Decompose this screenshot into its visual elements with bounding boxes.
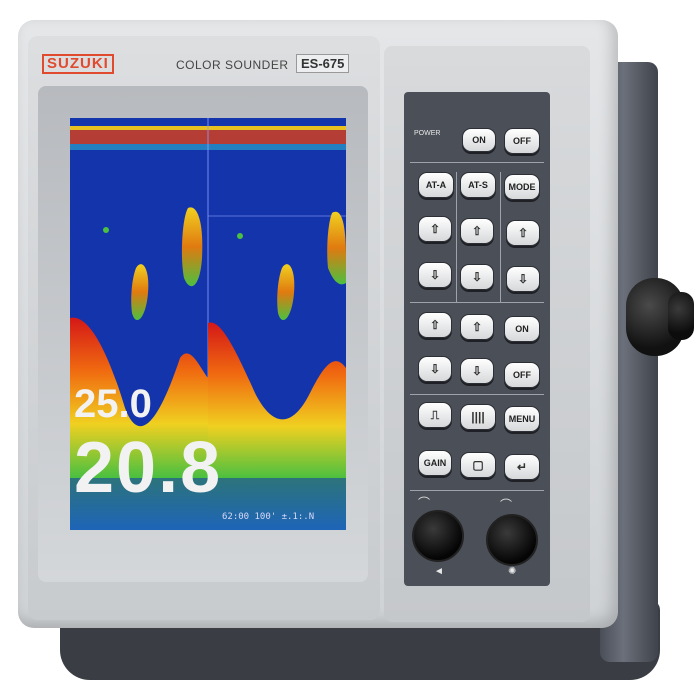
keypad-column-divider [500, 172, 501, 302]
clutter-down-button[interactable]: ⇩ [418, 356, 452, 382]
keypad-divider [410, 302, 544, 303]
up-arrow-icon: ⇧ [471, 224, 483, 238]
power-label: POWER [414, 130, 441, 137]
keypad-divider [410, 394, 544, 395]
step-icon: ⎍ [430, 407, 440, 422]
color-bar-button[interactable]: |||| [460, 404, 496, 430]
brand-logo: SUZUKI [42, 54, 114, 74]
bracket-knob-cap [668, 292, 694, 340]
gain-down-button[interactable]: ⇩ [506, 266, 540, 292]
display-mode-button[interactable]: ⎍ [418, 402, 452, 428]
keypad-column-divider [456, 172, 457, 302]
model-code: ES-675 [296, 54, 350, 73]
down-arrow-icon: ⇩ [517, 272, 529, 286]
range-up-button[interactable]: ⇧ [418, 216, 452, 242]
dial-arc-icon: ⌒ [418, 496, 431, 510]
down-arrow-icon: ⇩ [471, 364, 483, 378]
up-arrow-icon: ⇧ [429, 222, 441, 236]
keypad-divider [410, 162, 544, 163]
left-arrow-icon: ◄ [434, 566, 444, 577]
shift-down-button[interactable]: ⇩ [460, 264, 494, 290]
sonar-screen [70, 118, 346, 530]
model-label: COLOR SOUNDER [176, 58, 289, 72]
bars-icon: |||| [471, 410, 485, 424]
screen-status-line: 62:00 100' ±.1:.N [222, 512, 315, 522]
depth-readout: 20.8 [74, 428, 223, 508]
clutter-up-button[interactable]: ⇧ [418, 312, 452, 338]
menu-button[interactable]: MENU [504, 406, 540, 432]
dial-arc-icon: ⌒ [500, 498, 513, 512]
enter-button[interactable]: ↵ [504, 454, 540, 480]
keypad-divider [410, 490, 544, 491]
seabed-left-shade [70, 478, 208, 530]
speed-up-button[interactable]: ⇧ [460, 314, 494, 340]
enter-icon: ↵ [516, 460, 528, 474]
alarm-on-button[interactable]: ON [504, 316, 540, 342]
zoom-box-button[interactable]: ▢ [460, 452, 496, 478]
depth-range-readout: 25.0 [74, 382, 152, 426]
fish-echo-left [131, 264, 149, 321]
fish-school-right [327, 211, 346, 285]
at-s-button[interactable]: AT-S [460, 172, 496, 198]
shift-up-button[interactable]: ⇧ [460, 218, 494, 244]
plankton-dot [237, 233, 243, 239]
seabed-left [70, 317, 208, 530]
fish-school-left [181, 207, 203, 287]
at-a-button[interactable]: AT-A [418, 172, 454, 198]
up-arrow-icon: ⇧ [429, 318, 441, 332]
range-down-button[interactable]: ⇩ [418, 262, 452, 288]
mode-button[interactable]: MODE [504, 174, 540, 200]
box-icon: ▢ [472, 458, 484, 472]
sonar-echogram [70, 118, 346, 530]
down-arrow-icon: ⇩ [471, 270, 483, 284]
gain-button[interactable]: GAIN [418, 450, 452, 476]
brightness-icon: ✺ [508, 566, 517, 577]
power-on-button[interactable]: ON [462, 128, 496, 152]
bracket-knob [622, 262, 696, 372]
up-arrow-icon: ⇧ [517, 226, 529, 240]
alarm-off-button[interactable]: OFF [504, 362, 540, 388]
keypad-panel: POWER ON OFF AT-A AT-S MODE ⇧ ⇧ ⇧ ⇩ ⇩ ⇩ … [404, 92, 550, 586]
down-arrow-icon: ⇩ [429, 362, 441, 376]
fish-echo-right [277, 264, 295, 321]
volume-dial[interactable] [412, 510, 464, 562]
up-arrow-icon: ⇧ [471, 320, 483, 334]
power-off-button[interactable]: OFF [504, 128, 540, 154]
plankton-dot [103, 227, 109, 233]
gain-up-button[interactable]: ⇧ [506, 220, 540, 246]
down-arrow-icon: ⇩ [429, 268, 441, 282]
brightness-dial[interactable] [486, 514, 538, 566]
seabed-right-shade [208, 478, 346, 530]
speed-down-button[interactable]: ⇩ [460, 358, 494, 384]
